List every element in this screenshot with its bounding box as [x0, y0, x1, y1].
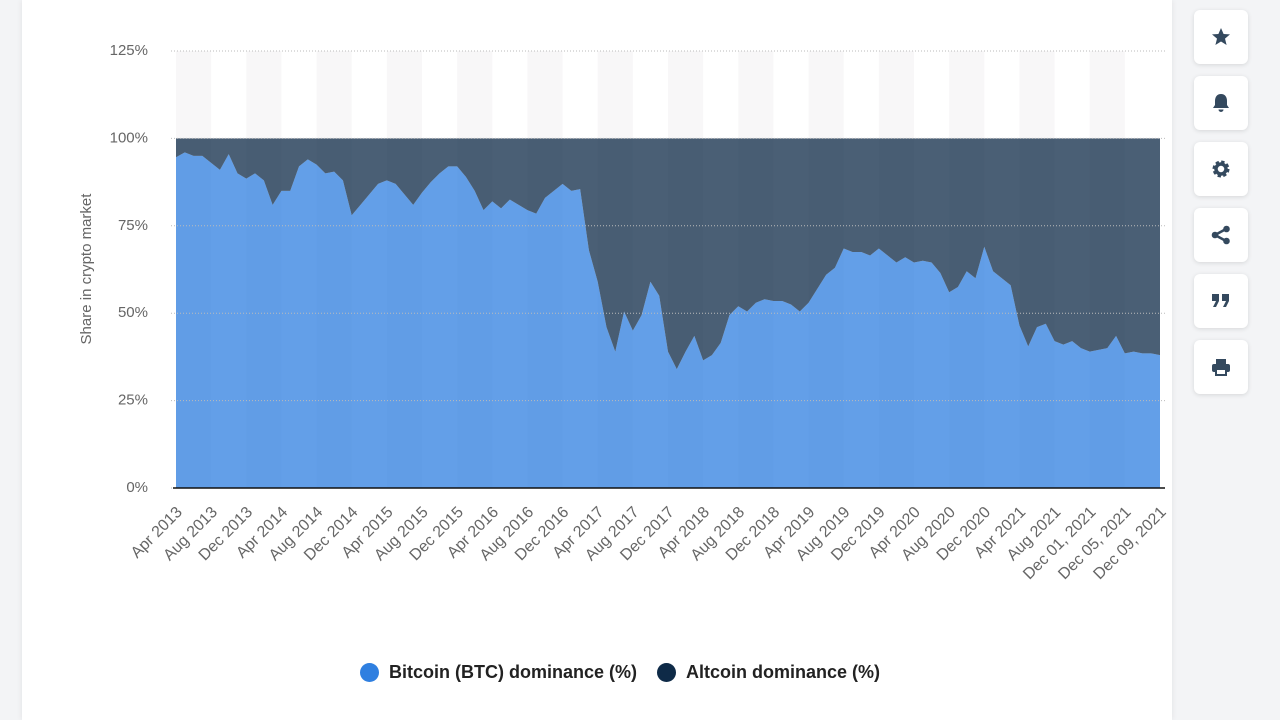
- y-tick-label: 125%: [110, 42, 148, 59]
- cite-button[interactable]: [1194, 274, 1248, 328]
- y-tick-label: 50%: [118, 304, 148, 321]
- y-tick-label: 100%: [110, 129, 148, 146]
- legend: Bitcoin (BTC) dominance (%) Altcoin domin…: [0, 662, 1240, 683]
- legend-item[interactable]: Bitcoin (BTC) dominance (%): [359, 662, 637, 683]
- legend-swatch: [656, 663, 676, 682]
- legend-label: Bitcoin (BTC) dominance (%): [388, 662, 637, 682]
- print-button[interactable]: [1194, 340, 1248, 394]
- printer-icon: [1212, 359, 1230, 376]
- legend-swatch: [359, 663, 379, 682]
- legend-label: Altcoin dominance (%): [685, 662, 880, 682]
- y-axis-label: Share in crypto market: [78, 193, 95, 345]
- settings-button[interactable]: [1194, 142, 1248, 196]
- y-tick-label: 0%: [126, 479, 148, 496]
- share-button[interactable]: [1194, 208, 1248, 262]
- star-icon: [1212, 28, 1230, 45]
- bell-icon: [1213, 94, 1229, 112]
- share-icon: [1211, 225, 1230, 245]
- area: [176, 138, 1160, 370]
- legend-item[interactable]: Altcoin dominance (%): [656, 662, 880, 683]
- area: [176, 152, 1160, 488]
- y-tick-label: 75%: [118, 217, 148, 234]
- quote-icon: [1212, 294, 1229, 307]
- alert-button[interactable]: [1194, 76, 1248, 130]
- gear-icon: [1212, 160, 1230, 178]
- favorite-button[interactable]: [1194, 10, 1248, 64]
- chart: Share in crypto market 0% 25% 50% 75% 100% 12…: [78, 42, 1170, 583]
- y-tick-label: 25%: [118, 392, 148, 409]
